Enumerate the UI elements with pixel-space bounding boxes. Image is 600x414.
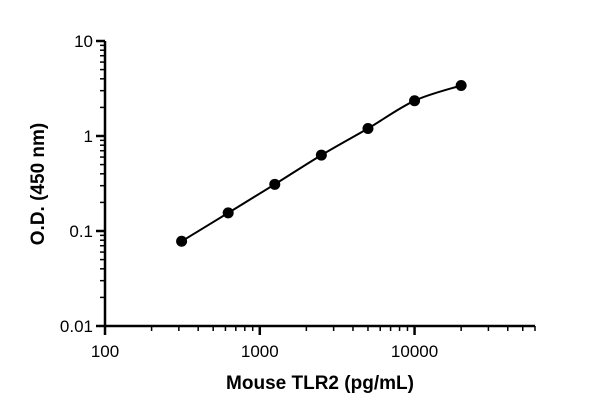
data-point (176, 235, 188, 247)
data-point (315, 149, 327, 161)
y-tick-label: 0.1 (69, 222, 93, 241)
ticks (96, 39, 536, 335)
x-tick-label: 100 (91, 342, 119, 361)
x-tick-label: 1000 (241, 342, 279, 361)
data-point (409, 95, 421, 107)
x-tick-label: 10000 (391, 342, 438, 361)
y-tick-label: 0.01 (60, 317, 93, 336)
x-axis-title: Mouse TLR2 (pg/mL) (226, 373, 414, 394)
fit-curve (181, 84, 462, 243)
y-axis-title: O.D. (450 nm) (28, 123, 49, 245)
data-point (269, 178, 281, 190)
y-tick-label: 1 (84, 127, 93, 146)
data-point (455, 80, 467, 92)
data-points (176, 80, 467, 247)
data-point (362, 122, 374, 134)
tick-labels: 0.01 0.1 1 10 100 1000 10000 (60, 32, 438, 361)
data-point (222, 207, 234, 219)
y-tick-label: 10 (74, 32, 93, 51)
axes (103, 41, 535, 328)
